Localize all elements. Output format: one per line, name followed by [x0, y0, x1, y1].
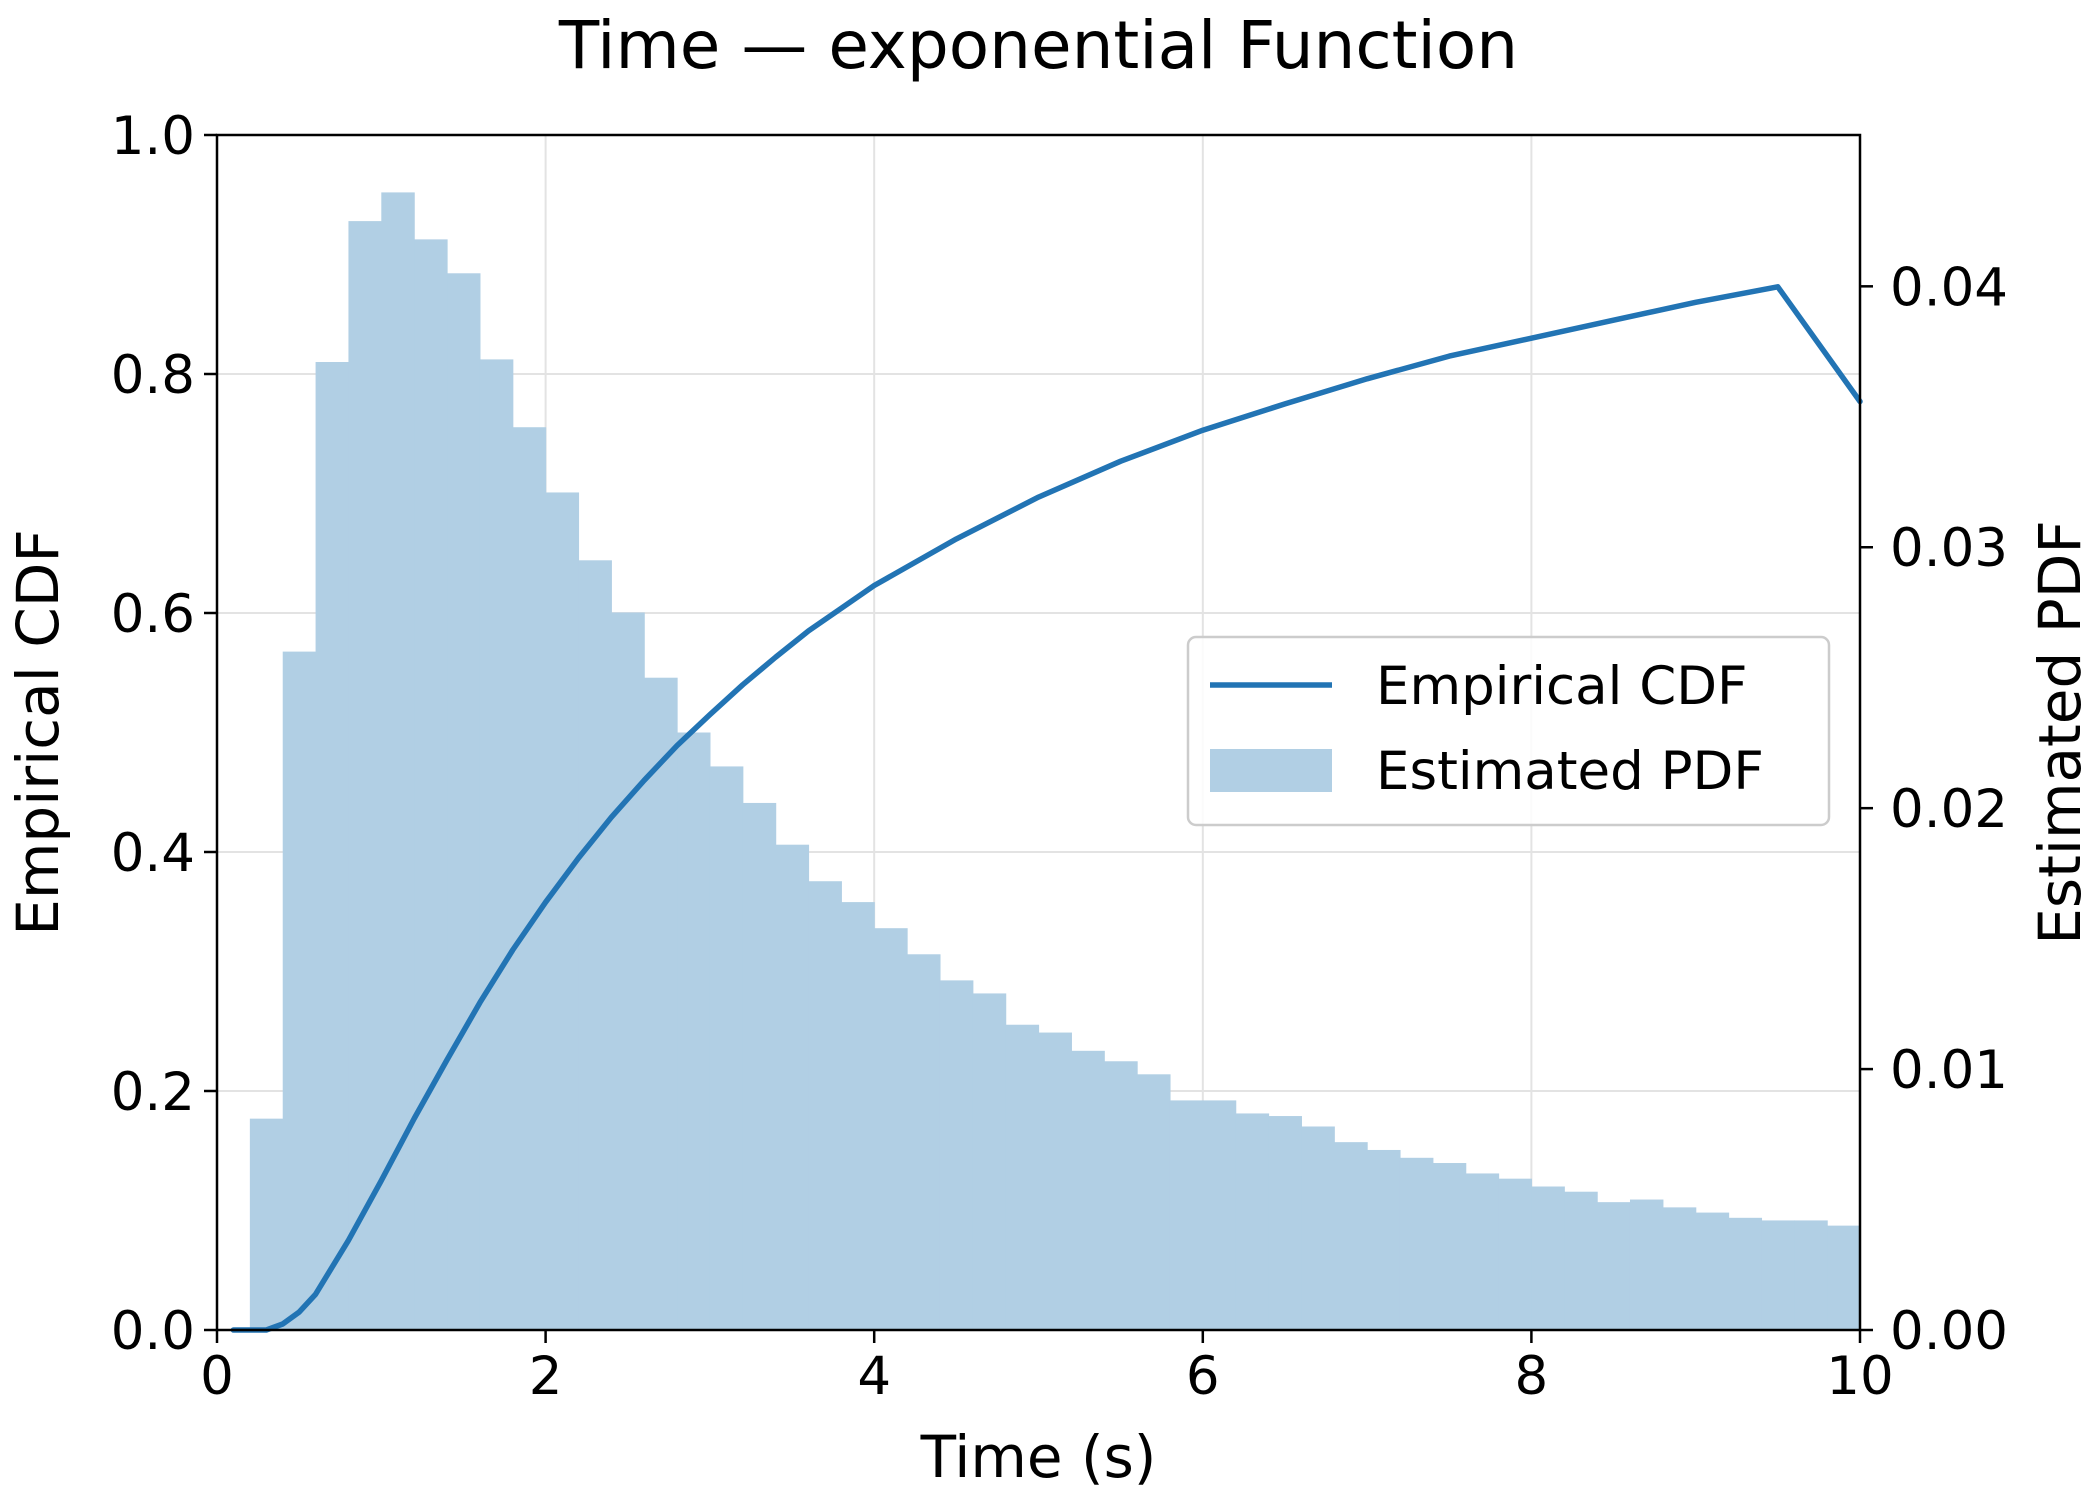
pdf-bar	[1071, 1050, 1105, 1330]
pdf-bar	[348, 221, 382, 1330]
pdf-bar	[1137, 1074, 1171, 1330]
chart-title: Time — exponential Function	[558, 7, 1518, 84]
y-right-tick-label: 0.01	[1890, 1040, 2008, 1101]
legend: Empirical CDF Estimated PDF	[1186, 635, 1831, 827]
pdf-bar	[939, 980, 974, 1330]
pdf-bar	[1005, 1024, 1040, 1330]
plot-frame	[215, 133, 1862, 1332]
pdf-bar	[1367, 1149, 1401, 1330]
pdf-bar	[1564, 1191, 1598, 1330]
pdf-bar	[644, 677, 678, 1330]
y-axis-label-left: Empirical CDF	[4, 529, 72, 936]
pdf-bar	[808, 881, 842, 1330]
x-tick-label: 2	[529, 1346, 563, 1407]
x-tick-label: 4	[857, 1346, 891, 1407]
pdf-bar	[282, 651, 317, 1330]
pdf-bar	[709, 766, 744, 1330]
pdf-bar	[1531, 1186, 1565, 1330]
legend-swatch-pdf	[1210, 749, 1332, 792]
pdf-bar	[1728, 1217, 1763, 1330]
pdf-bar	[1301, 1126, 1335, 1330]
cdf-line-layer	[230, 284, 1863, 1333]
pdf-bar	[1498, 1178, 1532, 1330]
pdf-bar	[1465, 1173, 1500, 1330]
y-right-tick-label: 0.02	[1890, 779, 2008, 840]
y-left-tick-label: 1.0	[111, 106, 195, 167]
pdf-bar	[1662, 1207, 1697, 1330]
pdf-bar	[907, 954, 941, 1330]
pdf-bar	[841, 902, 875, 1330]
pdf-bar	[1794, 1220, 1828, 1330]
pdf-bar	[1038, 1032, 1072, 1330]
y-left-tick-label: 0.4	[111, 823, 195, 884]
pdf-bar	[874, 928, 908, 1330]
y-right-tick-label: 0.00	[1890, 1301, 2008, 1362]
pdf-bar	[677, 732, 711, 1330]
pdf-bar	[1169, 1100, 1204, 1330]
pdf-bar	[578, 560, 612, 1330]
y-left-tick-label: 0.2	[111, 1062, 195, 1123]
pdf-bar	[414, 239, 448, 1330]
pdf-bar	[1761, 1220, 1795, 1330]
legend-label-pdf: Estimated PDF	[1376, 741, 1764, 802]
x-tick-label: 8	[1515, 1346, 1549, 1407]
pdf-bar	[479, 359, 514, 1330]
cdf-line	[230, 284, 1863, 1333]
pdf-bar	[1432, 1163, 1467, 1330]
pdf-bar	[775, 844, 810, 1330]
legend-label-cdf: Empirical CDF	[1376, 656, 1748, 717]
pdf-bar	[1629, 1199, 1664, 1330]
pdf-histogram	[249, 192, 1861, 1331]
y-left-tick-label: 0.0	[111, 1301, 195, 1362]
pdf-bar	[1597, 1202, 1631, 1330]
y-right-tick-label: 0.03	[1890, 518, 2008, 579]
x-tick-label: 6	[1186, 1346, 1220, 1407]
legend-box	[1186, 635, 1831, 827]
pdf-bar	[447, 273, 481, 1331]
axis-ticks: 0 2 4 6 8 10 0.0 0.2 0.4 0.6 0.8 1.0 0.00 0.01 0.02 0.0…	[111, 106, 2008, 1407]
pdf-bar	[1235, 1113, 1270, 1330]
pdf-bar	[742, 802, 777, 1330]
y-left-tick-label: 0.8	[111, 345, 195, 406]
pdf-bar	[1695, 1212, 1730, 1330]
pdf-bar	[512, 427, 547, 1331]
pdf-bar	[1827, 1225, 1861, 1330]
pdf-bar	[1202, 1100, 1237, 1330]
pdf-bar	[611, 612, 645, 1330]
pdf-bar	[249, 1118, 284, 1330]
pdf-bar	[381, 192, 415, 1331]
x-tick-label: 10	[1826, 1346, 1893, 1407]
y-left-tick-label: 0.6	[111, 584, 195, 645]
pdf-bar	[1104, 1061, 1138, 1330]
x-axis-label: Time (s)	[920, 1423, 1157, 1491]
pdf-bar	[1399, 1157, 1434, 1330]
pdf-bar	[972, 993, 1007, 1330]
x-tick-label: 0	[200, 1346, 234, 1407]
pdf-bar	[315, 361, 350, 1330]
pdf-bar	[1334, 1142, 1368, 1330]
pdf-bar	[545, 492, 580, 1331]
y-axis-label-right: Estimated PDF	[2026, 520, 2094, 944]
pdf-bar	[1268, 1116, 1302, 1330]
y-right-tick-label: 0.04	[1890, 257, 2008, 318]
